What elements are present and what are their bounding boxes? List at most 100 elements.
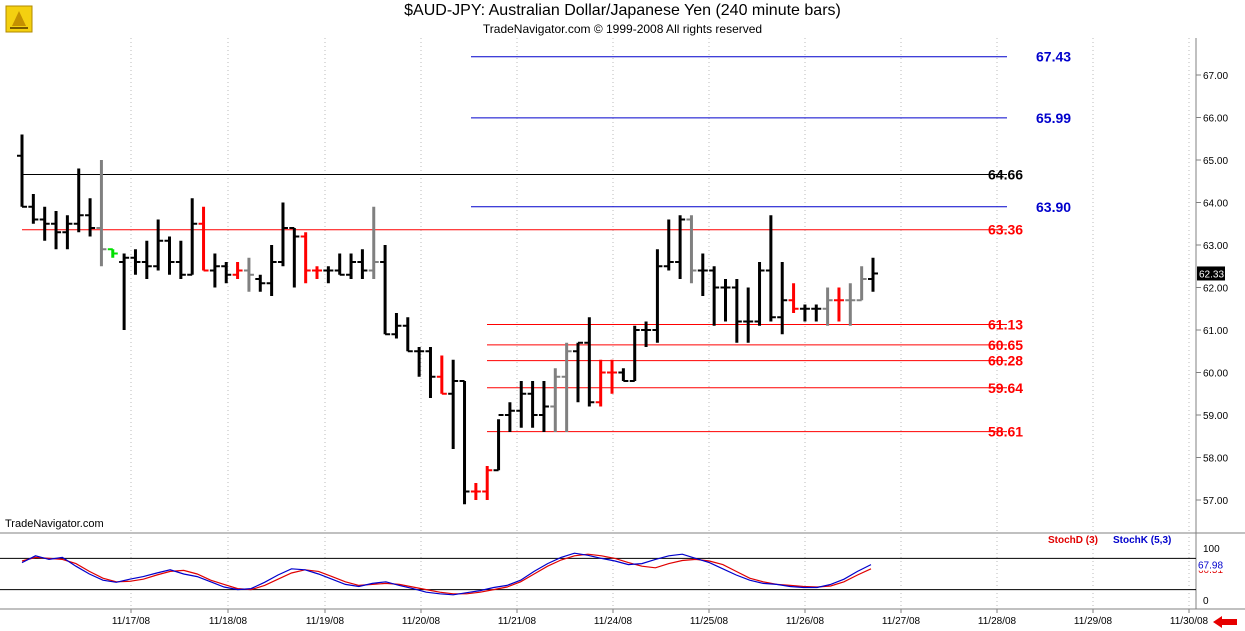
scroll-right-arrow-icon[interactable]: [1211, 615, 1239, 629]
ohlc-bar: [731, 279, 742, 343]
level-label: 61.13: [988, 316, 1023, 332]
y-tick-label: 62.00: [1203, 284, 1228, 295]
y-tick-label: 57.00: [1203, 496, 1228, 507]
stochd-line: [21, 553, 872, 595]
ohlc-bar: [572, 341, 583, 403]
x-tick-label: 11/28/08: [978, 616, 1017, 627]
x-tick-label: 11/27/08: [882, 616, 921, 627]
ohlc-bar: [39, 206, 50, 241]
x-tick-label: 11/20/08: [402, 616, 441, 627]
ohlc-bar: [119, 253, 130, 330]
ohlc-bar: [380, 245, 391, 336]
ohlc-bar: [209, 253, 220, 288]
ohlc-bar: [482, 466, 493, 500]
ohlc-bar: [425, 347, 436, 398]
x-tick-label: 11/29/08: [1074, 616, 1113, 627]
ohlc-bar: [391, 313, 402, 339]
ohlc-bar: [856, 266, 867, 302]
ohlc-bar: [686, 215, 697, 284]
level-label: 65.99: [1036, 110, 1071, 126]
ohlc-bar: [96, 160, 107, 267]
stochk-legend: StochK (5,3): [1113, 535, 1171, 546]
ohlc-bar: [73, 168, 84, 233]
ohlc-bar: [675, 215, 686, 279]
ohlc-bar: [561, 342, 572, 432]
x-tick-label: 11/17/08: [112, 616, 151, 627]
ohlc-bar: [436, 355, 447, 395]
stoch-y-tick: 0: [1203, 596, 1209, 607]
ohlc-bar: [788, 283, 799, 313]
y-tick-label: 58.00: [1203, 454, 1228, 465]
ohlc-bar: [868, 257, 878, 292]
y-tick-label: 59.00: [1203, 411, 1228, 422]
x-tick-label: 11/21/08: [498, 616, 537, 627]
y-tick-label: 67.00: [1203, 71, 1228, 82]
level-label: 60.28: [988, 353, 1023, 369]
ohlc-bar: [720, 279, 731, 322]
ohlc-bar: [266, 245, 277, 296]
ohlc-bar: [289, 227, 300, 288]
price-panel-frame: [0, 38, 1245, 610]
ohlc-bar: [198, 206, 209, 272]
ohlc-bar: [459, 380, 470, 505]
ohlc-bar: [175, 240, 186, 279]
ohlc-bar: [777, 262, 788, 335]
ohlc-bar: [243, 257, 254, 292]
ohlc-bar: [141, 240, 152, 279]
ohlc-bar: [527, 381, 538, 428]
ohlc-bar: [334, 253, 345, 276]
ohlc-bar: [799, 304, 810, 322]
ohlc-bar: [538, 381, 549, 432]
x-tick-label: 11/19/08: [306, 616, 345, 627]
level-label: 63.90: [1036, 199, 1071, 215]
stochk-line: [21, 552, 872, 596]
level-label: 59.64: [988, 380, 1023, 396]
y-tick-label: 66.00: [1203, 114, 1228, 125]
ohlc-bar: [607, 359, 618, 394]
ohlc-bar: [504, 402, 515, 432]
x-tick-label: 11/25/08: [690, 616, 729, 627]
ohlc-bar: [221, 262, 232, 284]
y-tick-label: 65.00: [1203, 156, 1228, 167]
x-tick-label: 11/24/08: [594, 616, 633, 627]
y-tick-label: 63.00: [1203, 241, 1228, 252]
ohlc-bar: [51, 211, 62, 250]
ohlc-bar: [153, 219, 164, 271]
ohlc-bar: [822, 287, 833, 326]
level-label: 58.61: [988, 424, 1023, 440]
x-tick-label: 11/18/08: [209, 616, 248, 627]
ohlc-bar: [232, 262, 243, 279]
ohlc-bar: [833, 287, 844, 322]
ohlc-bar: [595, 359, 606, 407]
ohlc-bar: [62, 215, 73, 250]
ohlc-bar: [618, 368, 629, 382]
ohlc-bar: [811, 304, 822, 322]
ohlc-bar: [845, 283, 856, 326]
copyright-text: TradeNavigator.com © 1999-2008 All right…: [482, 22, 763, 36]
watermark: TradeNavigator.com: [5, 518, 104, 530]
ohlc-bar: [629, 325, 640, 382]
stoch-y-tick: 100: [1203, 544, 1220, 555]
ohlc-bar: [255, 274, 266, 292]
ohlc-bar: [164, 236, 175, 275]
ohlc-bar: [709, 266, 720, 326]
tradenavigator-logo-icon[interactable]: [4, 4, 34, 34]
ohlc-bar: [414, 347, 425, 377]
level-label: 64.66: [988, 166, 1023, 182]
ohlc-bar: [357, 249, 368, 279]
level-label: 60.65: [988, 337, 1023, 353]
ohlc-bar: [300, 232, 311, 284]
level-label: 67.43: [1036, 49, 1071, 65]
ohlc-bar: [277, 202, 288, 267]
ohlc-bar: [550, 368, 561, 432]
ohlc-bar: [17, 134, 27, 208]
y-tick-label: 64.00: [1203, 199, 1228, 210]
ohlc-bar: [323, 266, 334, 284]
ohlc-bar: [697, 253, 708, 296]
ohlc-bar: [346, 253, 357, 279]
ohlc-bar: [85, 198, 96, 237]
ohlc-bar: [493, 414, 504, 472]
x-tick-label: 11/30/08: [1170, 616, 1209, 627]
